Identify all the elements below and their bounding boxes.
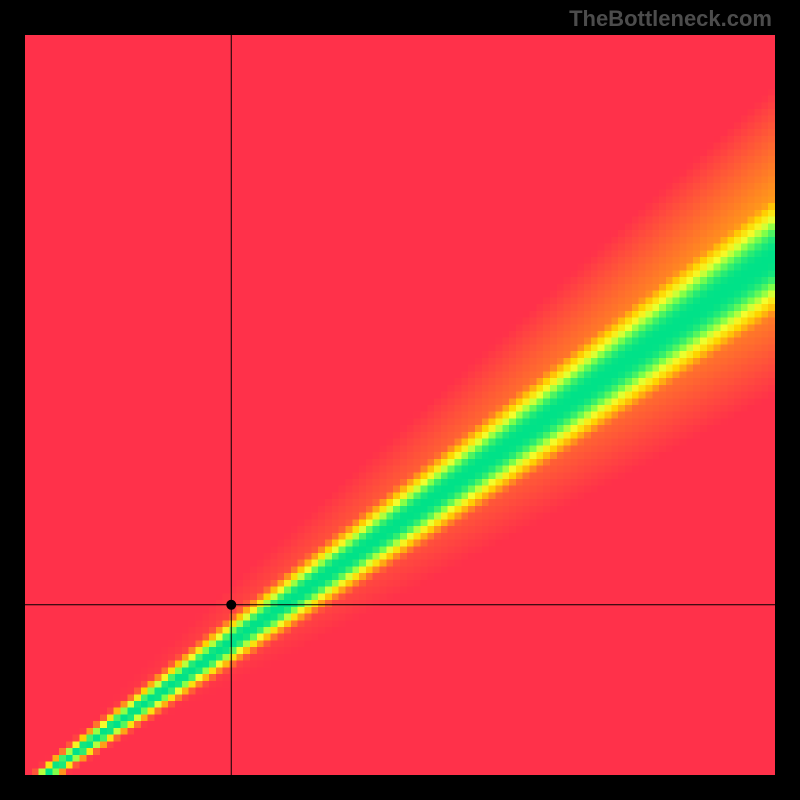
watermark-text: TheBottleneck.com [569,6,772,32]
bottleneck-heatmap [25,35,775,775]
chart-container: { "chart": { "type": "heatmap", "canvas_… [0,0,800,800]
